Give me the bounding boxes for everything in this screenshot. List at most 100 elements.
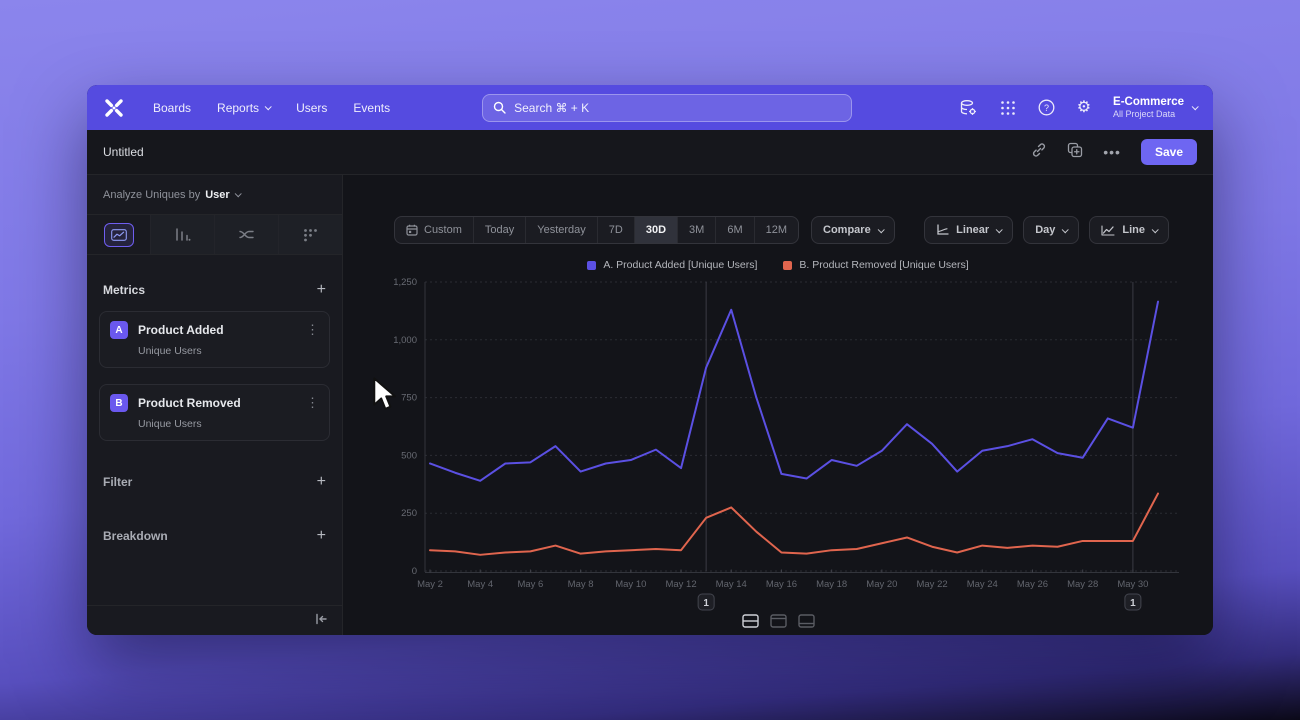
svg-text:500: 500 <box>401 450 417 461</box>
svg-text:May 8: May 8 <box>568 579 594 590</box>
nav-reports[interactable]: Reports <box>217 101 272 115</box>
metric-name: Product Added <box>138 323 224 337</box>
svg-text:May 30: May 30 <box>1117 579 1148 590</box>
interval-dropdown[interactable]: Day <box>1023 216 1080 244</box>
range-6m[interactable]: 6M <box>715 217 753 243</box>
svg-text:May 18: May 18 <box>816 579 847 590</box>
chevron-down-icon <box>1191 103 1199 111</box>
svg-text:?: ? <box>1044 103 1049 113</box>
analyze-by-dropdown[interactable]: User <box>205 189 242 201</box>
report-title: Untitled <box>103 145 144 159</box>
table-only-view-icon[interactable] <box>797 614 815 628</box>
metric-card-b[interactable]: B Product Removed ⋮ Unique Users <box>99 384 330 441</box>
date-range-segmented-control: Custom Today Yesterday 7D 30D 3M 6M 12M <box>394 216 800 244</box>
sidebar-footer <box>87 605 342 635</box>
report-titlebar: Untitled ••• Save <box>87 130 1213 175</box>
metrics-header: Metrics + <box>87 281 342 299</box>
svg-text:May 22: May 22 <box>916 579 947 590</box>
breakdown-label: Breakdown <box>103 529 168 543</box>
tab-insights[interactable] <box>87 215 150 254</box>
kebab-menu-icon[interactable]: ⋮ <box>306 395 319 410</box>
nav-users[interactable]: Users <box>296 100 328 115</box>
search-input[interactable]: Search ⌘ + K <box>482 93 853 122</box>
svg-text:May 28: May 28 <box>1067 579 1098 590</box>
collapse-left-icon[interactable] <box>314 612 328 630</box>
link-icon[interactable] <box>1031 142 1047 163</box>
search-placeholder: Search ⌘ + K <box>514 100 590 115</box>
nav-boards[interactable]: Boards <box>153 100 192 115</box>
linear-axis-icon <box>937 224 949 235</box>
range-7d[interactable]: 7D <box>596 217 634 243</box>
chart-only-view-icon[interactable] <box>769 614 787 628</box>
query-sidebar: Analyze Uniques by User <box>87 175 343 635</box>
chevron-down-icon <box>234 190 242 198</box>
legend-swatch-b <box>783 260 793 270</box>
layout-toggles <box>343 614 1213 628</box>
svg-text:1,000: 1,000 <box>393 335 417 346</box>
apps-grid-icon[interactable] <box>1000 100 1016 116</box>
range-12m[interactable]: 12M <box>753 217 798 243</box>
tab-funnels[interactable] <box>150 215 214 254</box>
help-icon[interactable]: ? <box>1038 99 1055 116</box>
chart-toolbar: Custom Today Yesterday 7D 30D 3M 6M 12M … <box>394 216 1169 244</box>
data-management-icon[interactable] <box>959 99 978 117</box>
svg-text:1: 1 <box>703 598 709 609</box>
metrics-label: Metrics <box>103 283 146 297</box>
tab-retention[interactable] <box>278 215 342 254</box>
svg-text:May 26: May 26 <box>1017 579 1048 590</box>
project-name: E-Commerce <box>1113 95 1184 108</box>
svg-text:May 14: May 14 <box>716 579 747 590</box>
chart-legend: A. Product Added [Unique Users] B. Produ… <box>343 259 1213 271</box>
add-breakdown-button[interactable]: + <box>316 527 326 544</box>
breakdown-header: Breakdown + <box>87 527 342 545</box>
range-today[interactable]: Today <box>472 217 525 243</box>
svg-text:May 12: May 12 <box>665 579 696 590</box>
legend-item-a[interactable]: A. Product Added [Unique Users] <box>587 259 757 271</box>
charttype-dropdown[interactable]: Line <box>1089 216 1169 244</box>
range-3m[interactable]: 3M <box>677 217 715 243</box>
save-button[interactable]: Save <box>1140 139 1197 165</box>
add-metric-button[interactable]: + <box>316 281 326 298</box>
svg-text:1,250: 1,250 <box>393 277 417 288</box>
app-window: Boards Reports Users Events Search ⌘ + K <box>87 85 1213 635</box>
range-custom[interactable]: Custom <box>395 217 473 243</box>
metric-badge-a: A <box>110 321 128 339</box>
nav-events[interactable]: Events <box>353 100 391 115</box>
svg-text:0: 0 <box>412 566 417 577</box>
split-view-icon[interactable] <box>741 614 759 628</box>
svg-text:750: 750 <box>401 393 417 404</box>
svg-text:May 20: May 20 <box>866 579 897 590</box>
add-filter-button[interactable]: + <box>316 473 326 490</box>
svg-text:May 2: May 2 <box>417 579 443 590</box>
duplicate-icon[interactable] <box>1067 142 1083 163</box>
svg-text:250: 250 <box>401 508 417 519</box>
svg-text:May 4: May 4 <box>467 579 493 590</box>
metric-name: Product Removed <box>138 396 241 410</box>
analyze-by-row: Analyze Uniques by User <box>87 175 342 215</box>
chevron-down-icon <box>1062 225 1070 233</box>
project-scope: All Project Data <box>1113 108 1176 119</box>
line-chart[interactable]: 0 250 500 750 1,000 1,250 May 2 May 4 May 6 May 8… <box>343 273 1212 613</box>
chevron-down-icon <box>1151 225 1159 233</box>
range-yesterday[interactable]: Yesterday <box>525 217 597 243</box>
chevron-down-icon <box>877 225 885 233</box>
svg-text:1: 1 <box>1130 598 1136 609</box>
svg-text:May 24: May 24 <box>967 579 998 590</box>
settings-gear-icon[interactable]: ⚙ <box>1076 98 1092 116</box>
metric-subtype: Unique Users <box>138 418 202 430</box>
metric-card-a[interactable]: A Product Added ⋮ Unique Users <box>99 311 330 368</box>
more-ellipsis-icon[interactable]: ••• <box>1103 144 1121 160</box>
scale-dropdown[interactable]: Linear <box>924 216 1014 244</box>
kebab-menu-icon[interactable]: ⋮ <box>306 322 319 337</box>
chevron-down-icon <box>264 103 272 111</box>
top-navbar: Boards Reports Users Events Search ⌘ + K <box>87 85 1213 130</box>
compare-dropdown[interactable]: Compare <box>811 216 895 244</box>
legend-item-b[interactable]: B. Product Removed [Unique Users] <box>783 259 969 271</box>
project-selector[interactable]: E-Commerce All Project Data <box>1113 95 1199 120</box>
svg-text:May 16: May 16 <box>766 579 797 590</box>
range-30d[interactable]: 30D <box>633 217 678 243</box>
tab-flows[interactable] <box>214 215 278 254</box>
mixpanel-logo-icon[interactable] <box>103 97 125 119</box>
metric-badge-b: B <box>110 394 128 412</box>
chart-panel: Custom Today Yesterday 7D 30D 3M 6M 12M … <box>343 175 1213 635</box>
